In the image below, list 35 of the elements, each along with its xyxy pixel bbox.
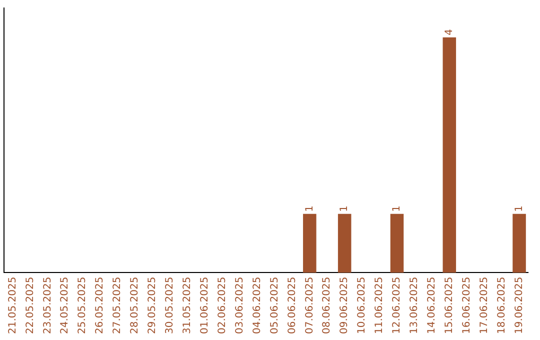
x-tick-label: 08.06.2025: [322, 276, 333, 334]
x-tick-label: 06.06.2025: [286, 276, 298, 334]
x-tick-label: 16.06.2025: [461, 276, 472, 334]
data-label: 1: [304, 206, 316, 212]
x-tick-label: 31.05.2025: [182, 276, 193, 334]
x-tick-label: 15.06.2025: [444, 276, 455, 334]
x-tick-label: 01.06.2025: [199, 276, 210, 334]
x-tick-label: 18.06.2025: [496, 276, 508, 334]
x-tick-label: 26.05.2025: [94, 276, 106, 334]
x-tick-label: 10.06.2025: [356, 276, 368, 334]
x-tick-label: 04.06.2025: [252, 276, 263, 334]
x-tick-label: 05.06.2025: [269, 276, 280, 334]
x-tick-label: 23.05.2025: [42, 276, 54, 334]
x-tick-label: 12.06.2025: [392, 276, 403, 334]
x-tick-label: 24.05.2025: [60, 276, 71, 334]
x-tick-label: 29.05.2025: [147, 276, 158, 334]
x-tick-label: 07.06.2025: [304, 276, 316, 334]
x-tick-label: 11.06.2025: [374, 276, 386, 334]
x-tick-label: 14.06.2025: [426, 276, 438, 334]
x-tick-label: 02.06.2025: [216, 276, 228, 334]
x-tick-label: 17.06.2025: [478, 276, 490, 334]
x-tick-label: 30.05.2025: [164, 276, 176, 334]
x-tick-label: 28.05.2025: [130, 276, 141, 334]
x-tick-label: 21.05.2025: [7, 276, 18, 334]
x-tick-label: 19.06.2025: [514, 276, 525, 334]
x-tick-label: 13.06.2025: [409, 276, 420, 334]
data-label: 1: [514, 206, 525, 212]
x-tick-label: 27.05.2025: [112, 276, 124, 334]
data-label: 4: [444, 29, 455, 36]
data-label: 1: [392, 206, 403, 212]
data-label: 1: [339, 206, 350, 212]
x-tick-label: 25.05.2025: [77, 276, 88, 334]
x-tick-label: 09.06.2025: [339, 276, 350, 334]
x-tick-label: 03.06.2025: [234, 276, 246, 334]
x-tick-label: 22.05.2025: [24, 276, 36, 334]
